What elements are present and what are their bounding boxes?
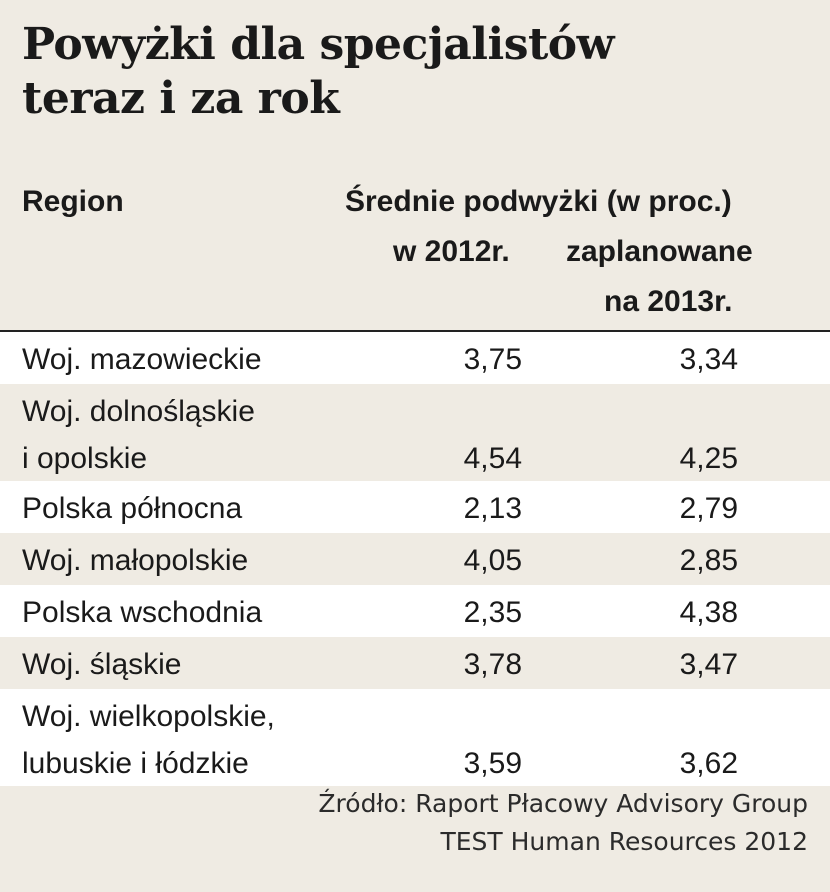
table-row: Woj. dolnośląskie i opolskie 4,54 4,25: [0, 384, 830, 481]
region-label: Woj. dolnośląskie: [22, 395, 255, 428]
region-label: Polska północna: [22, 492, 243, 525]
header-average-raises: Średnie podwyżki (w proc.): [345, 185, 732, 218]
region-label: i opolskie: [22, 442, 148, 475]
value-2013-cell: 4,25: [679, 442, 738, 475]
value-2012-cell: 3,75: [463, 343, 522, 376]
source-line-1: Źródło: Raport Płacowy Advisory Group: [318, 789, 808, 818]
header-region: Region: [22, 185, 124, 218]
table-row: Woj. wielkopolskie, lubuskie i łódzkie 3,5…: [0, 689, 830, 786]
region-cell: Polska wschodnia: [22, 589, 382, 636]
source-line-2: TEST Human Resources 2012: [440, 827, 808, 856]
value-2012-cell: 4,05: [463, 544, 522, 577]
region-label: Woj. mazowieckie: [22, 343, 262, 376]
table-row: Woj. mazowieckie 3,75 3,34: [0, 332, 830, 384]
table-row: Polska wschodnia 2,35 4,38: [0, 585, 830, 637]
title-line-2: teraz i za rok: [22, 73, 340, 124]
region-cell: Woj. małopolskie: [22, 537, 382, 584]
region-cell: Woj. śląskie: [22, 641, 382, 688]
chart-title: Powyżki dla specjalistów teraz i za rok: [22, 18, 615, 126]
region-cell: Polska północna: [22, 485, 382, 532]
region-label: Woj. śląskie: [22, 648, 182, 681]
value-2013-cell: 2,79: [679, 492, 738, 525]
value-2013-cell: 3,62: [679, 747, 738, 780]
table-row: Woj. śląskie 3,78 3,47: [0, 637, 830, 689]
region-label: Woj. małopolskie: [22, 544, 249, 577]
region-label: Woj. wielkopolskie,: [22, 700, 275, 733]
region-label: Polska wschodnia: [22, 596, 263, 629]
value-2013-cell: 3,34: [679, 343, 738, 376]
region-cell: Woj. mazowieckie: [22, 336, 382, 383]
value-2012-cell: 3,59: [463, 747, 522, 780]
table-row: Polska północna 2,13 2,79: [0, 481, 830, 533]
value-2013-cell: 4,38: [679, 596, 738, 629]
value-2012-cell: 3,78: [463, 648, 522, 681]
region-cell: Woj. dolnośląskie i opolskie: [22, 388, 382, 482]
header-2013: na 2013r.: [604, 285, 733, 318]
value-2012-cell: 2,35: [463, 596, 522, 629]
region-label: lubuskie i łódzkie: [22, 747, 249, 780]
title-line-1: Powyżki dla specjalistów: [22, 19, 615, 70]
value-2012-cell: 4,54: [463, 442, 522, 475]
data-table: Woj. mazowieckie 3,75 3,34 Woj. dolnośląski…: [0, 332, 830, 786]
header-planned: zaplanowane: [566, 235, 753, 268]
region-cell: Woj. wielkopolskie, lubuskie i łódzkie: [22, 693, 382, 787]
header-divider: [0, 330, 830, 332]
value-2012-cell: 2,13: [463, 492, 522, 525]
header-2012: w 2012r.: [393, 235, 510, 268]
table-row: Woj. małopolskie 4,05 2,85: [0, 533, 830, 585]
value-2013-cell: 3,47: [679, 648, 738, 681]
value-2013-cell: 2,85: [679, 544, 738, 577]
source-note: Źródło: Raport Płacowy Advisory Group TE…: [188, 785, 808, 861]
